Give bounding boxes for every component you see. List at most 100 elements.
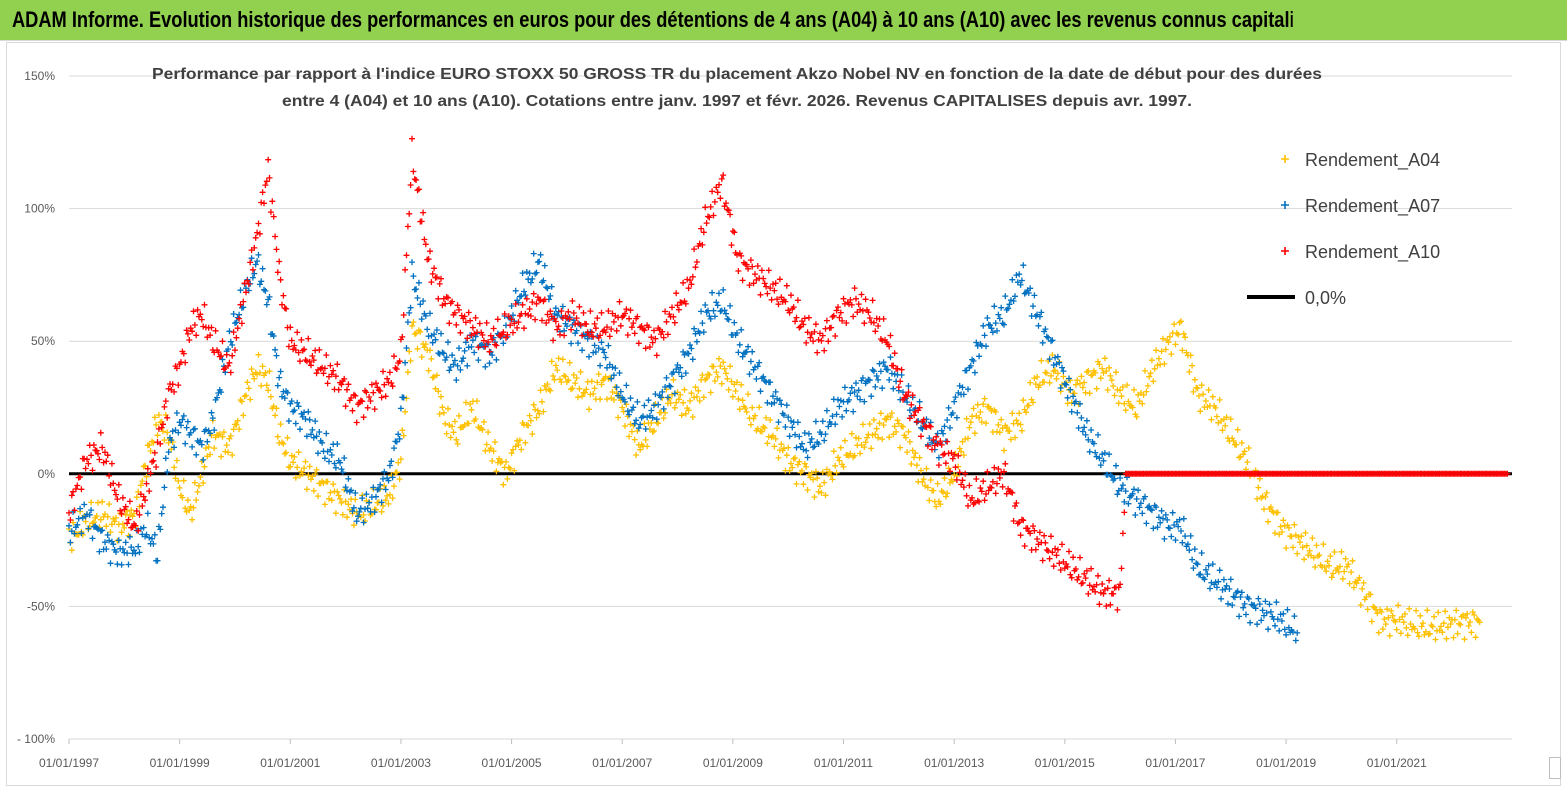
data-point [1006, 301, 1013, 308]
data-point [516, 437, 523, 444]
data-point [828, 324, 835, 331]
data-point [157, 440, 164, 447]
data-point [1278, 618, 1285, 624]
data-point [468, 406, 475, 413]
data-point [1227, 416, 1234, 423]
data-point [259, 363, 266, 370]
data-point [894, 417, 901, 424]
data-point [1118, 485, 1125, 492]
data-point [280, 440, 287, 447]
data-point [391, 445, 397, 452]
data-point [801, 460, 808, 467]
data-point [410, 319, 417, 326]
data-point [323, 430, 330, 437]
data-point [797, 443, 804, 450]
data-point [103, 523, 110, 530]
data-point [980, 478, 987, 485]
data-point [198, 441, 205, 448]
data-point [1291, 613, 1298, 620]
data-point [866, 315, 873, 321]
data-point [462, 319, 469, 326]
data-point [783, 402, 790, 409]
data-point [703, 375, 710, 382]
data-point [714, 373, 721, 380]
data-point [251, 375, 258, 382]
data-point [674, 302, 681, 309]
data-point [519, 270, 526, 277]
data-point [1017, 421, 1024, 428]
data-point [1283, 545, 1290, 552]
data-point [1215, 578, 1222, 585]
data-point [71, 507, 78, 514]
data-point [436, 280, 443, 287]
data-point [445, 339, 451, 346]
data-point [706, 313, 713, 320]
data-point [884, 413, 891, 420]
data-point [1404, 632, 1411, 639]
data-point [547, 308, 554, 315]
data-point [385, 500, 392, 507]
data-point [422, 241, 429, 248]
chart-frame: - 100% -50% 0% 50% 100% 150% 01/01/1997 01/01/1… [6, 42, 1561, 786]
data-point [1060, 368, 1067, 375]
data-point [251, 270, 258, 277]
data-point [613, 384, 620, 391]
data-point [346, 488, 353, 495]
data-point [912, 450, 919, 457]
data-point [1190, 565, 1197, 572]
frame-resize-handle[interactable] [1549, 757, 1561, 779]
data-point [714, 302, 721, 309]
series-rendement-a04 [66, 318, 1483, 643]
data-point [815, 336, 822, 343]
data-point [261, 286, 267, 293]
data-point [847, 450, 854, 457]
data-point [799, 440, 805, 447]
data-point [568, 386, 575, 393]
data-point [688, 281, 695, 288]
data-point [872, 431, 879, 438]
data-point [137, 482, 144, 489]
data-point [1346, 580, 1353, 587]
data-point [212, 327, 219, 334]
data-point [480, 419, 487, 425]
data-point [99, 444, 106, 451]
data-point [523, 269, 530, 275]
data-point [1106, 577, 1113, 584]
data-point [1020, 397, 1027, 404]
data-point [705, 307, 711, 314]
data-point [1447, 621, 1454, 627]
data-point [1068, 574, 1075, 581]
data-point [526, 306, 533, 312]
data-point [1272, 530, 1278, 537]
data-point [409, 322, 415, 329]
data-point [421, 236, 428, 243]
data-point [344, 386, 350, 393]
data-point [1178, 528, 1184, 534]
data-point [392, 364, 399, 371]
data-point [1313, 542, 1320, 549]
data-point [843, 407, 850, 414]
data-point [1222, 422, 1229, 429]
data-point [870, 368, 877, 375]
data-point [855, 435, 862, 442]
data-point [146, 534, 153, 541]
data-point [266, 293, 273, 300]
data-point [362, 506, 368, 512]
data-point [689, 356, 696, 363]
data-point [407, 182, 414, 188]
data-point [374, 384, 381, 391]
legend-label: Rendement_A04 [1305, 150, 1440, 171]
data-point [963, 415, 970, 422]
data-point [627, 395, 634, 402]
data-point [1234, 426, 1241, 433]
data-point [660, 334, 667, 341]
data-point [902, 434, 909, 441]
data-point [184, 330, 191, 337]
data-point [1074, 576, 1081, 583]
data-point [446, 320, 453, 327]
data-point [1504, 470, 1511, 477]
data-point [734, 330, 740, 336]
data-point [886, 434, 893, 441]
data-point [117, 507, 124, 514]
data-point [1083, 567, 1090, 574]
